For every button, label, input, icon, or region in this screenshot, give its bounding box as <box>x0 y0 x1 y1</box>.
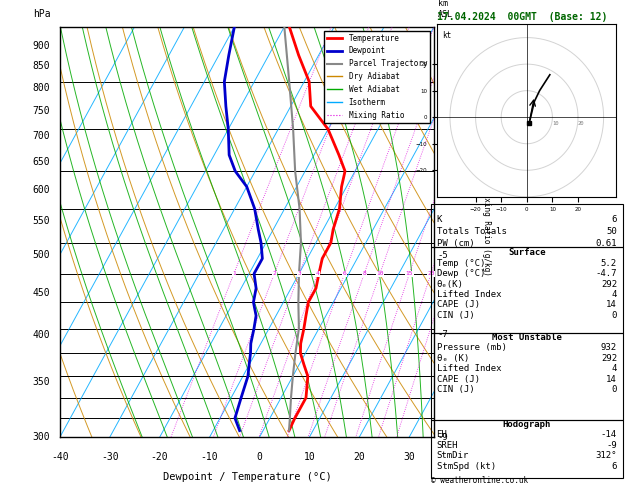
Text: -4.7: -4.7 <box>596 269 617 278</box>
Text: SREH: SREH <box>437 441 458 450</box>
Text: 20: 20 <box>578 121 584 126</box>
Bar <box>431 204 623 247</box>
Bar <box>431 333 623 420</box>
Text: θₑ (K): θₑ (K) <box>437 354 469 363</box>
Text: CAPE (J): CAPE (J) <box>437 300 480 310</box>
Text: Most Unstable: Most Unstable <box>492 332 562 342</box>
Text: 700: 700 <box>33 131 50 140</box>
Text: © weatheronline.co.uk: © weatheronline.co.uk <box>431 476 528 485</box>
Text: 3: 3 <box>298 271 301 276</box>
Text: Lifted Index: Lifted Index <box>437 290 501 299</box>
Text: -7: -7 <box>438 330 448 339</box>
Text: 292: 292 <box>601 280 617 289</box>
Text: km
ASL: km ASL <box>438 0 453 18</box>
Text: 350: 350 <box>33 378 50 387</box>
Text: K: K <box>437 215 442 224</box>
Text: Mixing Ratio (g/kg): Mixing Ratio (g/kg) <box>482 188 491 276</box>
Legend: Temperature, Dewpoint, Parcel Trajectory, Dry Adiabat, Wet Adiabat, Isotherm, Mi: Temperature, Dewpoint, Parcel Trajectory… <box>324 31 430 122</box>
Text: 14: 14 <box>606 375 617 384</box>
Text: 8: 8 <box>362 271 366 276</box>
Text: -5: -5 <box>438 251 448 260</box>
Text: 800: 800 <box>33 83 50 93</box>
Text: 500: 500 <box>33 250 50 260</box>
Bar <box>431 420 623 478</box>
Text: StmSpd (kt): StmSpd (kt) <box>437 462 496 471</box>
Text: kt: kt <box>442 31 452 39</box>
Text: 10: 10 <box>552 121 559 126</box>
Text: 6: 6 <box>611 215 617 224</box>
Text: 900: 900 <box>33 41 50 51</box>
Text: 0: 0 <box>257 452 262 462</box>
Text: 10: 10 <box>376 271 384 276</box>
Text: 50: 50 <box>606 227 617 236</box>
Text: -9: -9 <box>606 441 617 450</box>
Text: 4: 4 <box>316 271 320 276</box>
Text: Hodograph: Hodograph <box>503 420 551 429</box>
Text: StmDir: StmDir <box>437 451 469 460</box>
Text: 0: 0 <box>611 385 617 394</box>
Text: 650: 650 <box>33 157 50 167</box>
Text: -30: -30 <box>101 452 118 462</box>
Bar <box>431 247 623 333</box>
Text: Lifted Index: Lifted Index <box>437 364 501 373</box>
Text: -1: -1 <box>438 41 448 51</box>
Text: 4: 4 <box>611 290 617 299</box>
Text: CIN (J): CIN (J) <box>437 385 474 394</box>
Text: 1: 1 <box>232 271 236 276</box>
Text: 10: 10 <box>303 452 315 462</box>
Text: 20: 20 <box>427 271 435 276</box>
Text: 932: 932 <box>601 344 617 352</box>
Text: 850: 850 <box>33 61 50 71</box>
Text: 30: 30 <box>403 452 415 462</box>
Text: -20: -20 <box>151 452 169 462</box>
Text: 2: 2 <box>272 271 276 276</box>
Text: 6: 6 <box>343 271 347 276</box>
Text: 312°: 312° <box>596 451 617 460</box>
Text: 14: 14 <box>606 300 617 310</box>
Text: 450: 450 <box>33 288 50 298</box>
Text: 400: 400 <box>33 330 50 340</box>
Text: -9: -9 <box>438 433 448 442</box>
Text: -2: -2 <box>438 84 448 92</box>
Text: CIN (J): CIN (J) <box>437 311 474 320</box>
Text: 600: 600 <box>33 186 50 195</box>
Text: -3: -3 <box>438 131 448 140</box>
Text: Dewp (°C): Dewp (°C) <box>437 269 485 278</box>
Text: CAPE (J): CAPE (J) <box>437 375 480 384</box>
Text: 292: 292 <box>601 354 617 363</box>
Text: -14: -14 <box>601 431 617 439</box>
Text: 6: 6 <box>611 462 617 471</box>
Text: Surface: Surface <box>508 248 545 257</box>
Text: 0.61: 0.61 <box>596 239 617 248</box>
Text: Dewpoint / Temperature (°C): Dewpoint / Temperature (°C) <box>162 472 331 482</box>
Text: hPa: hPa <box>33 9 51 18</box>
Text: Pressure (mb): Pressure (mb) <box>437 344 506 352</box>
Text: 20: 20 <box>353 452 365 462</box>
Text: 4: 4 <box>611 364 617 373</box>
Text: 5.2: 5.2 <box>601 259 617 268</box>
Text: Temp (°C): Temp (°C) <box>437 259 485 268</box>
Text: 15: 15 <box>406 271 413 276</box>
Text: EH: EH <box>437 431 447 439</box>
Text: -4: -4 <box>438 186 448 195</box>
Text: 550: 550 <box>33 216 50 226</box>
Text: PW (cm): PW (cm) <box>437 239 474 248</box>
Text: Totals Totals: Totals Totals <box>437 227 506 236</box>
Text: θₑ(K): θₑ(K) <box>437 280 464 289</box>
Text: 17.04.2024  00GMT  (Base: 12): 17.04.2024 00GMT (Base: 12) <box>437 12 608 22</box>
Text: 300: 300 <box>33 433 50 442</box>
Text: 0: 0 <box>611 311 617 320</box>
Text: 750: 750 <box>33 106 50 116</box>
Text: -LCL: -LCL <box>438 84 458 92</box>
Text: -10: -10 <box>201 452 218 462</box>
Text: -40: -40 <box>51 452 69 462</box>
